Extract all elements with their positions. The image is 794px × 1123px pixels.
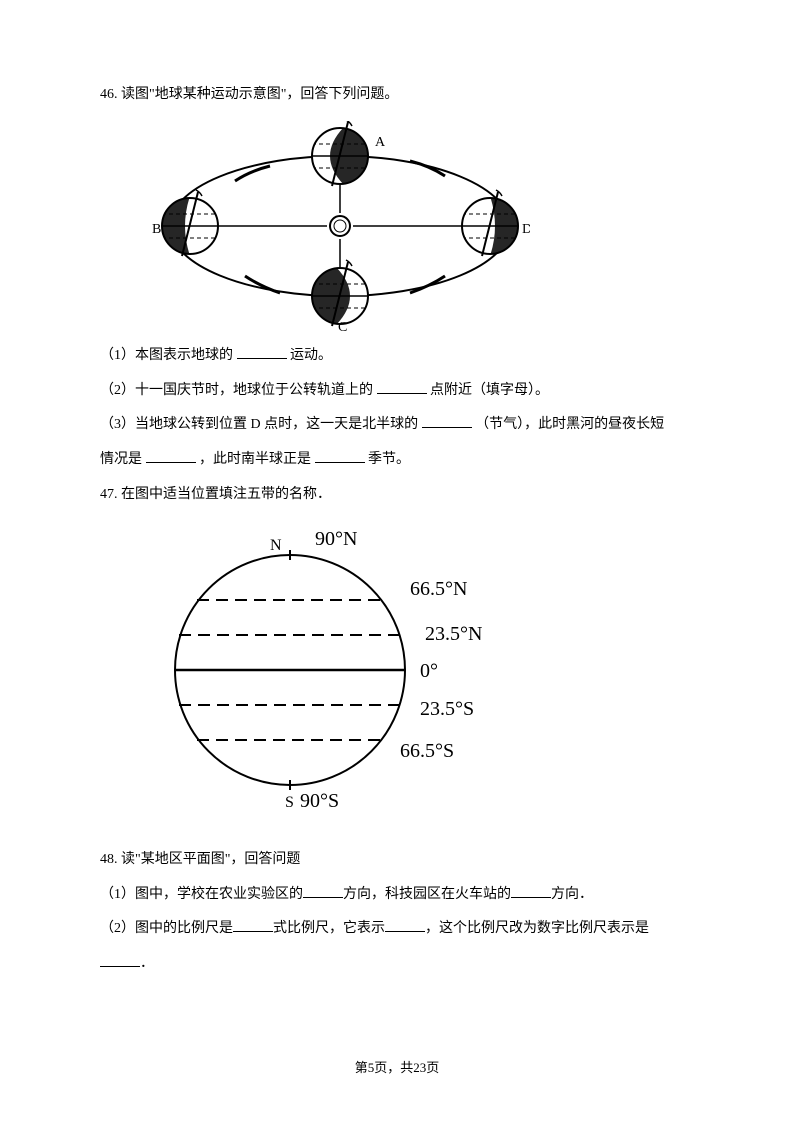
q46-sub3c: 情况是 ，此时南半球正是 季节。 [100, 445, 694, 476]
blank[interactable] [385, 918, 425, 932]
q48-sub2-c: ，这个比例尺改为数字比例尺表示是 [425, 921, 649, 936]
q46-sub3-c: 情况是 [100, 452, 146, 467]
q46-intro: 46. 读图"地球某种运动示意图"，回答下列问题。 [100, 80, 694, 111]
q48-sub2-d: ． [140, 956, 154, 971]
q46-sub2: （2）十一国庆节时，地球位于公转轨道上的 点附近（填字母）。 [100, 376, 694, 407]
blank[interactable] [100, 953, 140, 967]
q48-sub2d: ． [100, 949, 694, 980]
q46-sub1-b: 运动。 [287, 348, 333, 363]
blank[interactable] [146, 449, 196, 463]
label-n90: 90°N [315, 528, 357, 550]
blank[interactable] [511, 884, 551, 898]
q48-intro: 48. 读"某地区平面图"，回答问题 [100, 845, 694, 876]
q48-sub2: （2）图中的比例尺是 式比例尺，它表示 ，这个比例尺改为数字比例尺表示是 [100, 914, 694, 945]
blank[interactable] [377, 380, 427, 394]
q47-intro: 47. 在图中适当位置填注五带的名称． [100, 480, 694, 511]
svg-text:B: B [152, 222, 161, 237]
blank[interactable] [237, 345, 287, 359]
q46-number: 46. [100, 87, 118, 102]
page-footer: 第5页，共23页 [0, 1054, 794, 1083]
q46-sub2-a: （2）十一国庆节时，地球位于公转轨道上的 [100, 383, 377, 398]
label-s235: 23.5°S [420, 698, 474, 720]
label-n: N [270, 537, 282, 554]
label-s90: 90°S [300, 790, 339, 812]
blank[interactable] [315, 449, 365, 463]
globe-diagram: N 90°N 66.5°N 23.5°N 0° 23.5°S 66.5°S S … [160, 515, 510, 825]
q46-sub3-a: （3）当地球公转到位置 D 点时，这一天是北半球的 [100, 417, 422, 432]
blank[interactable] [233, 918, 273, 932]
label-s: S [285, 794, 294, 811]
q46-sub3-e: 季节。 [365, 452, 411, 467]
label-s665: 66.5°S [400, 740, 454, 762]
svg-text:C: C [338, 320, 347, 331]
q46-sub3-b: （节气），此时黑河的昼夜长短 [472, 417, 665, 432]
label-n235: 23.5°N [425, 623, 482, 645]
q46-sub2-b: 点附近（填字母）。 [427, 383, 550, 398]
blank[interactable] [303, 884, 343, 898]
orbit-diagram: A B C [150, 121, 530, 331]
q46-sub1-a: （1）本图表示地球的 [100, 348, 237, 363]
q48-sub1-a: （1）图中，学校在农业实验区的 [100, 887, 303, 902]
q48-sub1-b: 方向，科技园区在火车站的 [343, 887, 511, 902]
svg-text:D: D [522, 222, 530, 237]
q48-intro-text: 读"某地区平面图"，回答问题 [121, 852, 300, 867]
q46-sub3-d: ，此时南半球正是 [196, 452, 315, 467]
label-eq: 0° [420, 660, 438, 682]
svg-text:A: A [375, 135, 386, 150]
q46-intro-text: 读图"地球某种运动示意图"，回答下列问题。 [121, 87, 398, 102]
q48-sub2-b: 式比例尺，它表示 [273, 921, 385, 936]
q47-number: 47. [100, 487, 118, 502]
q47-intro-text: 在图中适当位置填注五带的名称． [121, 487, 331, 502]
q48-sub1: （1）图中，学校在农业实验区的 方向，科技园区在火车站的 方向． [100, 880, 694, 911]
q46-sub3: （3）当地球公转到位置 D 点时，这一天是北半球的 （节气），此时黑河的昼夜长短 [100, 410, 694, 441]
q46-sub1: （1）本图表示地球的 运动。 [100, 341, 694, 372]
blank[interactable] [422, 414, 472, 428]
q48-sub1-c: 方向． [551, 887, 593, 902]
label-n665: 66.5°N [410, 578, 467, 600]
q48-number: 48. [100, 852, 118, 867]
q48-sub2-a: （2）图中的比例尺是 [100, 921, 233, 936]
